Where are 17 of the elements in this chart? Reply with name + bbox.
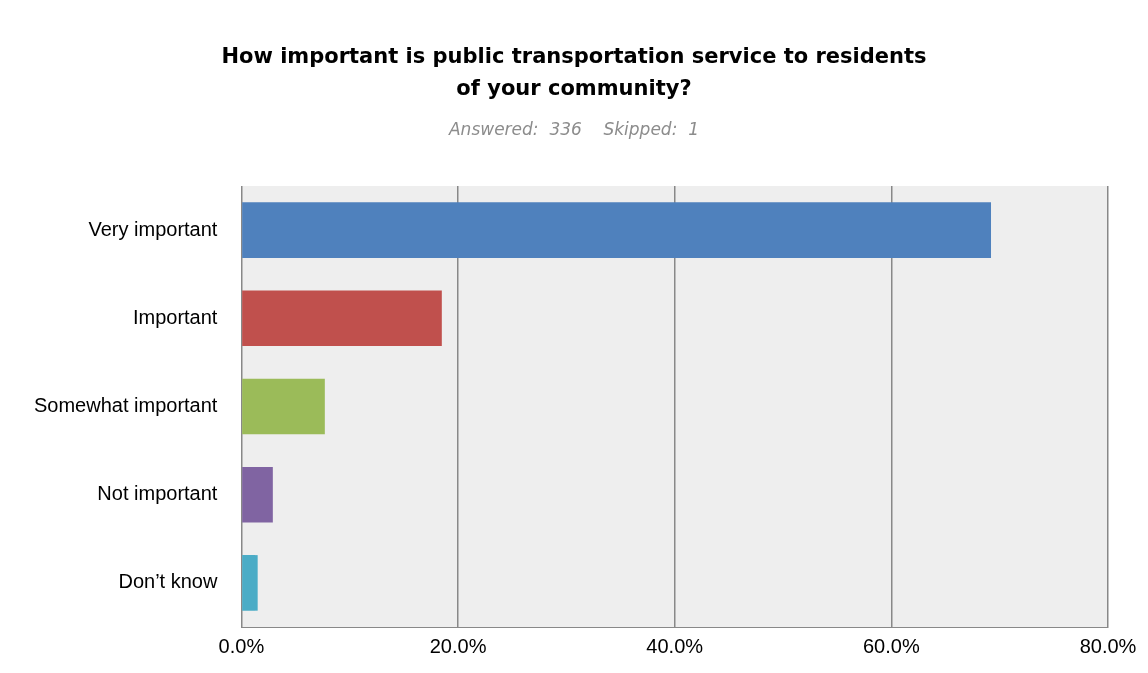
y-tick-label: Don’t know	[118, 570, 218, 593]
bar	[242, 555, 258, 611]
chart-title: How important is public transportation service to residents of your community?	[220, 43, 928, 102]
x-tick-label: 40.0%	[646, 634, 704, 657]
chart-subtitle: Answered: 336 Skipped: 1	[447, 119, 700, 139]
bar	[242, 378, 325, 435]
x-tick-label: 60.0%	[863, 634, 920, 657]
bar	[242, 290, 442, 347]
y-tick-label: Somewhat important	[34, 394, 218, 417]
y-tick-label: Very important	[88, 217, 218, 240]
y-tick-label: Important	[132, 305, 218, 328]
x-tick-label: 20.0%	[429, 634, 487, 657]
x-tick-label: 80.0%	[1079, 634, 1137, 657]
bar	[242, 466, 273, 523]
y-tick-label: Not important	[97, 482, 218, 505]
x-tick-label: 0.0%	[218, 634, 265, 657]
bar	[242, 202, 992, 258]
